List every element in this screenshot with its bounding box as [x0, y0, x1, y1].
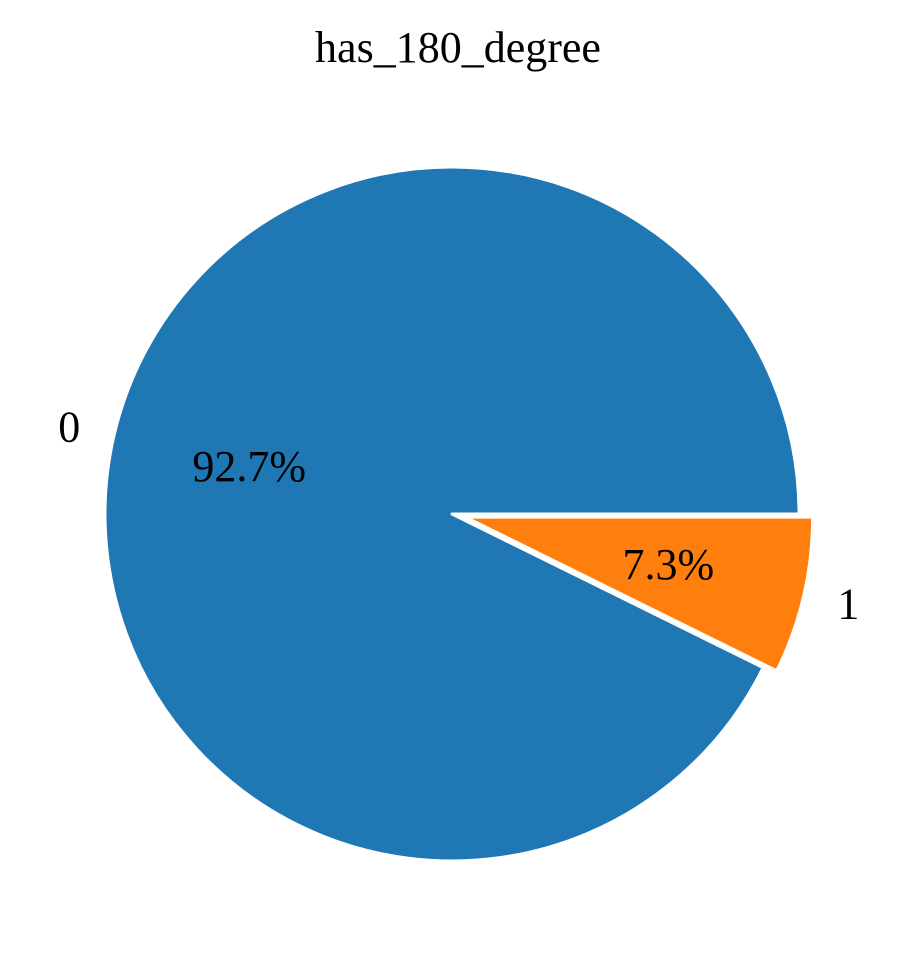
pie-slice-0 — [103, 165, 801, 863]
slice-category-label-0: 0 — [58, 403, 80, 452]
slice-percent-label-0: 92.7% — [192, 442, 306, 491]
slices-group — [103, 165, 815, 863]
chart-title: has_180_degree — [315, 23, 601, 72]
slice-category-label-1: 1 — [837, 579, 859, 628]
slice-percent-label-1: 7.3% — [623, 540, 715, 589]
labels-group: 92.7% 0 7.3% 1 — [58, 403, 859, 629]
pie-slice-1 — [464, 515, 815, 673]
